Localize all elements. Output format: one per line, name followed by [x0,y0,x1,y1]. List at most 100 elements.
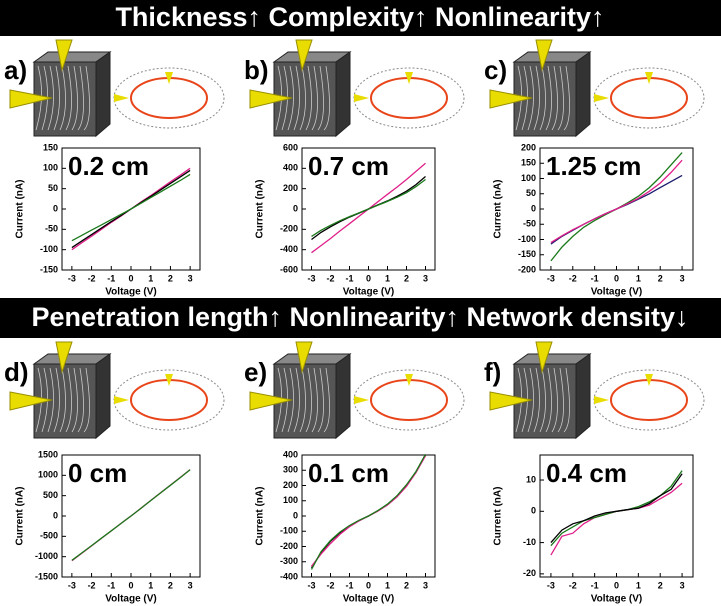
x-tick-label: 3 [680,273,685,283]
fiber [77,367,84,433]
y-tick-label: -500 [40,531,58,541]
cube-side [575,51,591,138]
x-axis-label: Voltage (V) [105,594,156,605]
iv-curve [550,473,683,544]
y-tick-label: 0 [293,510,298,520]
probe-small [645,72,653,84]
x-tick-label: -3 [547,273,555,283]
cube-side [575,353,591,440]
y-axis-label: Current (nA) [493,487,504,546]
y-tick-label: 100 [521,173,536,183]
x-tick-label: 3 [188,580,193,590]
y-tick-label: 100 [283,495,298,505]
x-tick-label: 0 [614,273,619,283]
y-tick-label: -100 [280,526,298,536]
x-tick-label: -2 [326,273,334,283]
y-tick-label: -1000 [35,551,58,561]
probe-top [535,39,553,72]
y-tick-label: 1500 [38,449,58,459]
x-tick-label: -3 [68,580,76,590]
x-tick-label: 2 [404,273,409,283]
fiber [71,367,78,433]
y-tick-label: 400 [283,449,298,459]
fiber [305,367,312,433]
y-tick-label: 50 [526,188,536,198]
fiber [59,367,66,433]
thickness-annotation: 1.25 cm [546,151,641,181]
y-tick-label: 0 [531,506,536,516]
x-tick-label: 1 [148,273,153,283]
y-tick-label: 0 [293,203,298,213]
probe-small [405,72,413,84]
probe-small [354,94,369,102]
y-tick-label: 200 [521,142,536,152]
fiber [83,367,90,433]
probe-small [594,94,609,102]
fiber [293,367,300,433]
thickness-annotation: 0.2 cm [68,151,149,181]
fiber [305,65,312,131]
fiber [65,367,72,433]
cube-side [95,353,111,440]
y-axis-label: Current (nA) [493,180,504,239]
x-tick-label: -1 [345,273,353,283]
x-tick-label: 0 [128,273,133,283]
y-tick-label: -150 [40,264,58,274]
fiber [287,65,294,131]
probe-top [295,341,313,374]
y-tick-label: 600 [283,142,298,152]
iv-curve [311,178,426,237]
y-axis-label: Current (nA) [255,487,266,546]
y-tick-label: -200 [280,541,298,551]
fiber [527,367,534,433]
fiber [53,65,60,131]
panel-label: d) [4,357,29,387]
x-tick-label: 3 [188,273,193,283]
y-tick-label: 50 [48,183,58,193]
fiber [53,367,60,433]
fiber [77,65,84,131]
iv-curve [71,173,191,242]
fiber [59,65,66,131]
x-tick-label: 0 [614,580,619,590]
y-tick-label: 200 [283,183,298,193]
y-axis-label: Current (nA) [255,180,266,239]
x-tick-label: 2 [658,273,663,283]
x-tick-label: 3 [680,580,685,590]
x-tick-label: 1 [385,580,390,590]
cube-side [95,51,111,138]
fiber [557,65,564,131]
y-tick-label: -200 [518,264,536,274]
x-tick-label: 3 [423,580,428,590]
panel-label: e) [244,357,267,387]
probe-top [55,341,73,374]
x-tick-label: -1 [107,273,115,283]
probe-small [645,374,653,386]
probe-side [489,391,533,411]
iv-curve [550,159,683,244]
x-tick-label: -1 [591,273,599,283]
x-tick-label: -2 [569,273,577,283]
x-tick-label: -2 [569,580,577,590]
iv-curve [550,174,683,245]
y-tick-label: -100 [40,244,58,254]
fiber [323,367,330,433]
y-tick-label: 150 [43,142,58,152]
x-tick-label: 0 [366,580,371,590]
fiber [551,367,558,433]
x-tick-label: 0 [366,273,371,283]
x-tick-label: -3 [307,273,315,283]
y-tick-label: 150 [521,158,536,168]
x-tick-label: 1 [148,580,153,590]
fiber [533,65,540,131]
probe-side [249,391,293,411]
y-tick-label: -400 [280,244,298,254]
x-axis-label: Voltage (V) [343,594,394,605]
banner [0,0,721,36]
y-tick-label: -100 [518,234,536,244]
y-tick-label: 0 [53,510,58,520]
fiber [311,367,318,433]
fiber [317,65,324,131]
probe-side [9,391,53,411]
x-tick-label: 2 [658,580,663,590]
